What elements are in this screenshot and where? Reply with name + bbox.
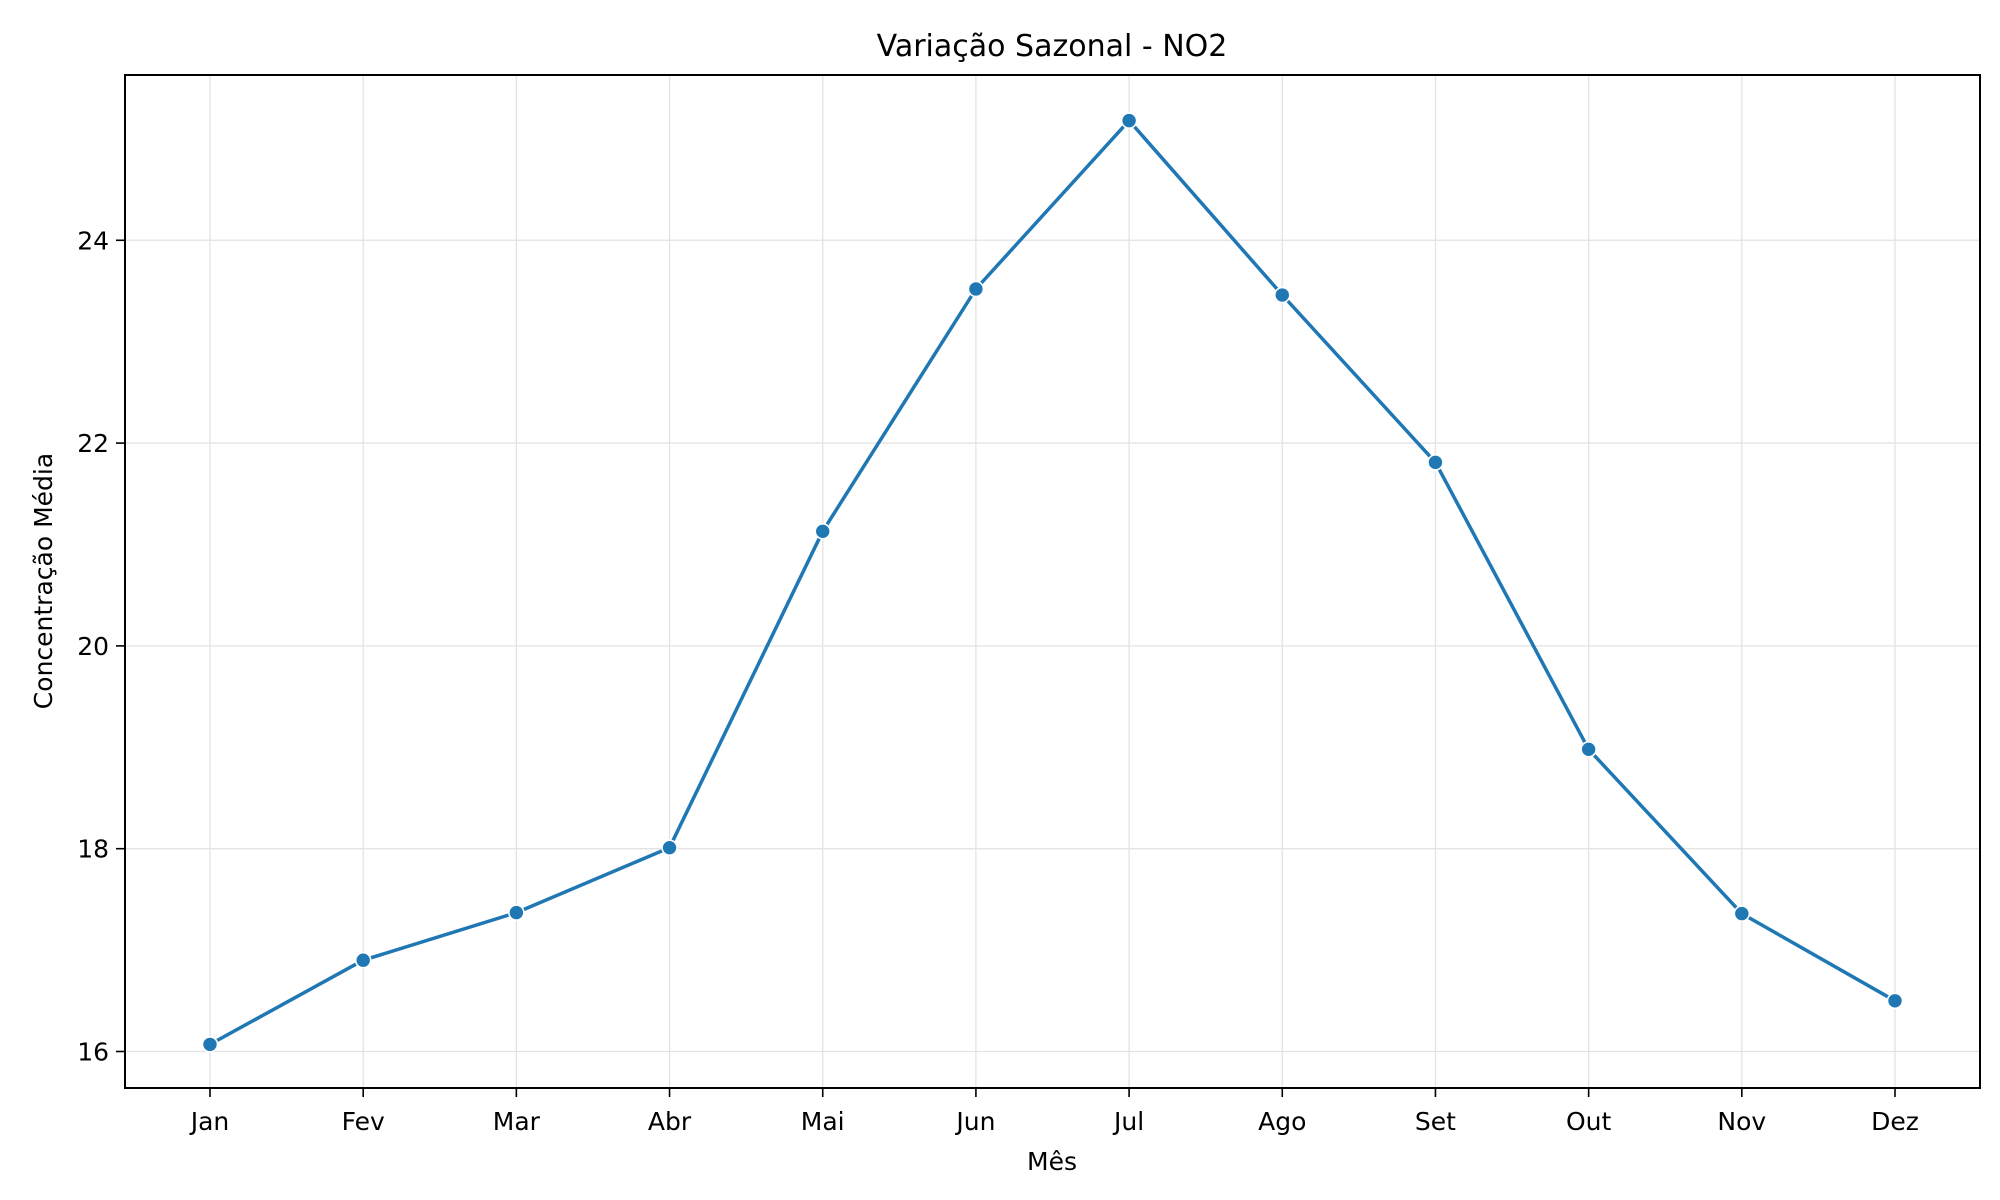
x-tick-label: Ago <box>1258 1107 1306 1136</box>
x-tick-label: Mar <box>493 1107 541 1136</box>
data-point <box>661 839 678 856</box>
data-point <box>814 523 832 540</box>
grid-y <box>125 239 1980 1053</box>
x-tick-label: Dez <box>1871 1107 1919 1136</box>
series-group <box>201 112 1904 1053</box>
y-tick-label: 16 <box>77 1037 109 1066</box>
data-point <box>967 280 985 298</box>
data-point <box>508 904 525 921</box>
x-tick-label: Nov <box>1717 1107 1766 1136</box>
series-line <box>208 118 1897 1047</box>
x-tick-label: Jan <box>189 1107 230 1136</box>
chart-title: Variação Sazonal - NO2 <box>877 29 1228 64</box>
data-point <box>1580 741 1597 758</box>
x-axis-label: Mês <box>1027 1147 1077 1176</box>
y-ticks: 16 18 20 22 24 <box>77 226 125 1066</box>
x-tick-label: Fev <box>342 1107 385 1136</box>
data-point <box>354 951 372 969</box>
x-tick-label: Jun <box>954 1107 995 1136</box>
y-tick-label: 18 <box>77 835 109 864</box>
data-point <box>1120 112 1138 129</box>
x-tick-label: Jul <box>1112 1107 1144 1136</box>
x-tick-label: Abr <box>648 1107 692 1136</box>
data-point <box>1886 992 1904 1010</box>
x-tick-label: Mai <box>801 1107 845 1136</box>
y-tick-label: 20 <box>77 632 109 661</box>
data-point <box>1427 454 1444 471</box>
x-tick-label: Out <box>1566 1107 1612 1136</box>
data-point <box>1273 286 1291 304</box>
plot-area <box>124 74 1981 1089</box>
grid-x <box>209 75 1896 1088</box>
x-ticks: Jan Fev Mar Abr Mai Jun Jul Ago Set Out Nov Dez <box>189 1088 1919 1136</box>
data-point <box>201 1036 219 1053</box>
y-tick-label: 22 <box>77 429 109 458</box>
y-tick-label: 24 <box>77 226 109 255</box>
x-tick-label: Set <box>1415 1107 1456 1136</box>
data-point <box>1733 905 1751 922</box>
y-axis-label: Concentração Média <box>29 453 58 709</box>
